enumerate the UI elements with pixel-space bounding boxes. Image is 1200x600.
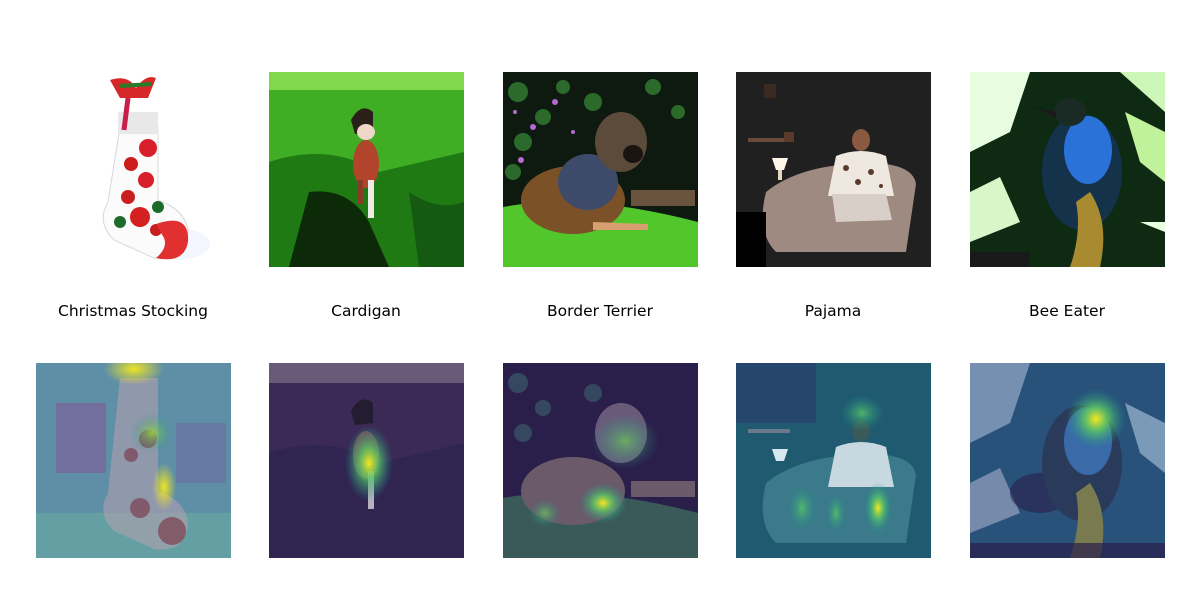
caption-border-terrier: Border Terrier [547,302,653,320]
image-border-terrier [503,72,698,267]
caption-pajama: Pajama [804,302,862,320]
image-cardigan [269,72,464,267]
caption-christmas-stocking: Christmas Stocking [58,302,208,320]
heatmap-pajama [736,363,931,558]
heatmap-christmas-stocking [36,363,231,558]
caption-bee-eater: Bee Eater [1029,302,1105,320]
image-christmas-stocking [36,72,231,267]
image-bee-eater [970,72,1165,267]
caption-cardigan: Cardigan [331,302,401,320]
heatmap-bee-eater [970,363,1165,558]
heatmap-border-terrier [503,363,698,558]
heatmap-cardigan [269,363,464,558]
image-pajama [736,72,931,267]
